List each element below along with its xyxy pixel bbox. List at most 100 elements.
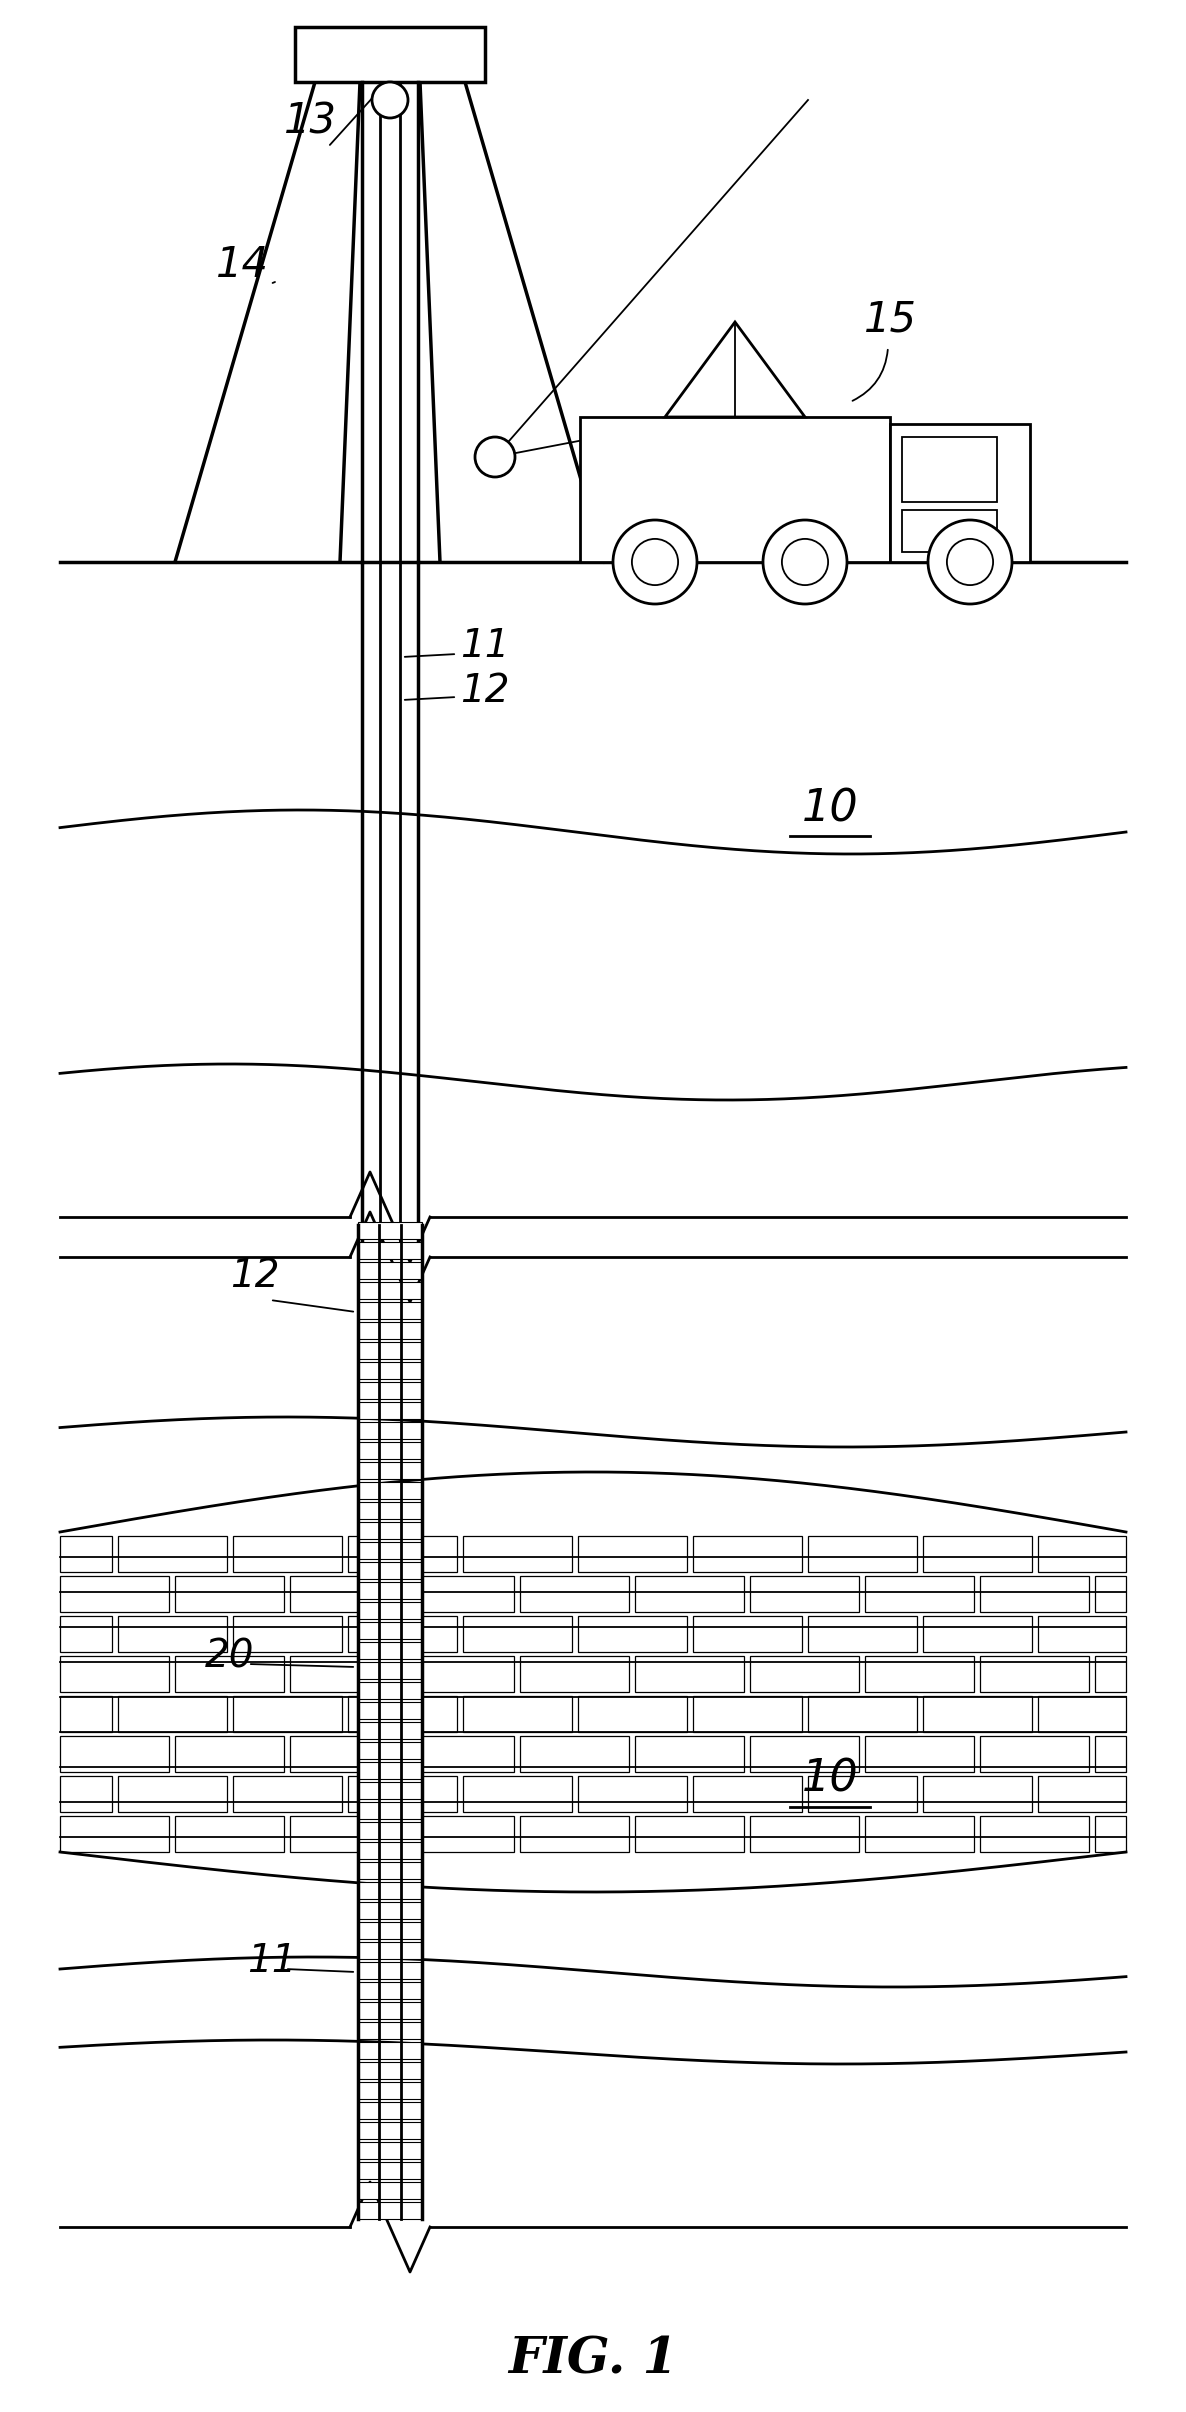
Text: 13: 13 xyxy=(283,101,337,142)
Text: 11: 11 xyxy=(247,1942,296,1980)
Bar xyxy=(903,437,997,502)
Bar xyxy=(865,1575,974,1611)
Bar xyxy=(358,1541,422,1558)
Bar xyxy=(635,1575,744,1611)
Bar xyxy=(635,1816,744,1852)
Circle shape xyxy=(372,82,408,118)
Bar xyxy=(1095,1737,1126,1773)
Text: 20: 20 xyxy=(205,1638,255,1674)
Bar xyxy=(980,1575,1089,1611)
Bar xyxy=(519,1737,629,1773)
Bar xyxy=(865,1657,974,1691)
Bar xyxy=(578,1616,687,1652)
Bar xyxy=(808,1696,917,1732)
Bar xyxy=(358,1802,422,1819)
Bar xyxy=(358,1462,422,1479)
Bar xyxy=(358,1423,422,1440)
Bar xyxy=(232,1696,342,1732)
Bar xyxy=(358,1621,422,1640)
Bar xyxy=(980,1657,1089,1691)
Bar xyxy=(750,1737,859,1773)
Text: 12: 12 xyxy=(460,673,510,709)
Text: FIG. 1: FIG. 1 xyxy=(509,2335,677,2385)
Bar xyxy=(923,1616,1032,1652)
Text: 10: 10 xyxy=(802,1758,859,1802)
Bar xyxy=(358,2183,422,2200)
Bar xyxy=(808,1775,917,1811)
Bar xyxy=(463,1775,572,1811)
Bar xyxy=(358,2101,422,2120)
Bar xyxy=(60,1696,111,1732)
Circle shape xyxy=(763,521,847,603)
Circle shape xyxy=(476,437,515,478)
Bar xyxy=(358,1662,422,1679)
Bar xyxy=(60,1536,111,1573)
Bar xyxy=(358,1961,422,1978)
Bar xyxy=(519,1816,629,1852)
Bar xyxy=(1038,1775,1126,1811)
Bar xyxy=(60,1775,111,1811)
Bar xyxy=(347,1775,457,1811)
Text: 11: 11 xyxy=(460,627,510,666)
Bar xyxy=(358,1322,422,1339)
Bar xyxy=(358,1922,422,1939)
Bar xyxy=(519,1575,629,1611)
Bar xyxy=(176,1575,283,1611)
Bar xyxy=(693,1696,802,1732)
Bar xyxy=(358,1983,422,2000)
Bar xyxy=(347,1536,457,1573)
Bar xyxy=(903,509,997,552)
Bar xyxy=(358,1401,422,1418)
Bar xyxy=(1095,1816,1126,1852)
Bar xyxy=(358,1382,422,1399)
Bar xyxy=(635,1737,744,1773)
Bar xyxy=(750,1657,859,1691)
Text: 15: 15 xyxy=(863,299,917,340)
Bar xyxy=(358,1223,422,1240)
Bar xyxy=(1095,1575,1126,1611)
Bar xyxy=(358,2043,422,2060)
Bar xyxy=(117,1616,227,1652)
Circle shape xyxy=(946,538,993,586)
Bar xyxy=(923,1696,1032,1732)
Bar xyxy=(635,1657,744,1691)
Bar xyxy=(232,1775,342,1811)
Bar xyxy=(404,1657,514,1691)
Bar xyxy=(463,1536,572,1573)
Bar xyxy=(176,1816,283,1852)
Bar xyxy=(358,1681,422,1698)
Bar xyxy=(358,2021,422,2038)
Bar xyxy=(358,1563,422,1580)
Bar xyxy=(358,2062,422,2079)
Bar xyxy=(232,1616,342,1652)
Bar xyxy=(347,1616,457,1652)
Bar xyxy=(117,1775,227,1811)
Bar xyxy=(358,1341,422,1358)
Bar xyxy=(358,1703,422,1720)
Bar xyxy=(358,1903,422,1920)
Bar xyxy=(358,1942,422,1959)
Bar xyxy=(295,27,485,82)
Bar xyxy=(980,1816,1089,1852)
Bar xyxy=(358,2142,422,2159)
Bar xyxy=(923,1775,1032,1811)
Bar xyxy=(291,1737,398,1773)
Bar xyxy=(750,1575,859,1611)
Bar xyxy=(1038,1536,1126,1573)
Bar xyxy=(358,1363,422,1380)
Bar xyxy=(60,1737,168,1773)
Bar xyxy=(578,1696,687,1732)
Bar xyxy=(358,1763,422,1780)
Bar xyxy=(463,1696,572,1732)
Bar xyxy=(358,1741,422,1758)
Text: 14: 14 xyxy=(216,244,268,287)
Circle shape xyxy=(782,538,828,586)
Bar xyxy=(693,1616,802,1652)
Bar xyxy=(358,1602,422,1618)
Bar xyxy=(358,1582,422,1599)
Bar xyxy=(808,1616,917,1652)
Bar xyxy=(693,1775,802,1811)
Bar xyxy=(865,1737,974,1773)
Bar xyxy=(890,425,1029,562)
Bar xyxy=(60,1575,168,1611)
